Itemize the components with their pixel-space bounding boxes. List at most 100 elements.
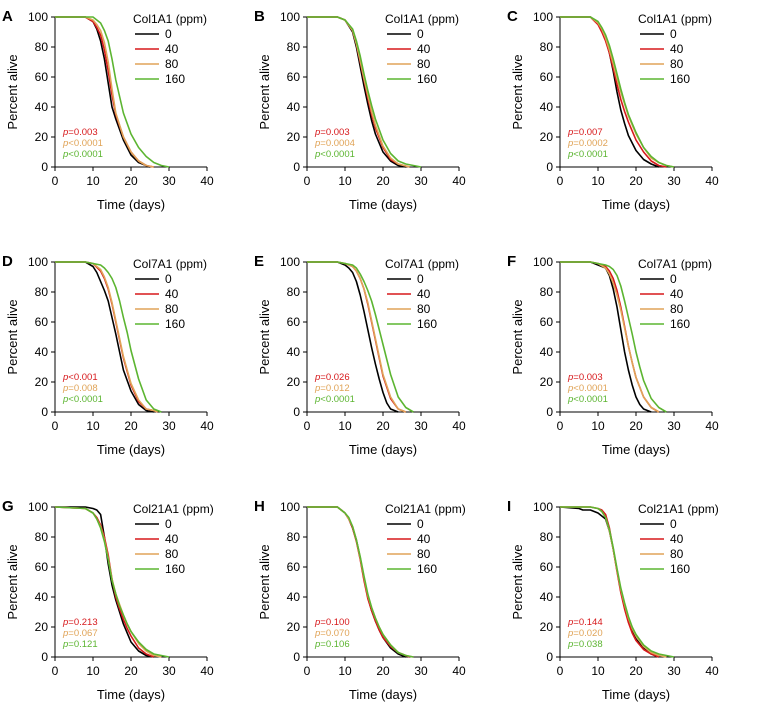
panel-i: I 0 20 40 60 80 100 0 10 20 30 40 Time (days) Percent… <box>507 498 719 702</box>
p-value-40: p=0.003 <box>567 372 603 383</box>
legend-label-160: 160 <box>165 562 185 576</box>
series-line-0 <box>55 261 154 413</box>
y-tick-label: 20 <box>35 375 49 389</box>
x-tick-label: 30 <box>414 174 428 188</box>
legend-title: Col7A1 (ppm) <box>385 257 459 271</box>
y-axis-label: Percent alive <box>5 299 20 374</box>
p-value-160: p<0.0001 <box>62 394 103 405</box>
legend-label-40: 40 <box>670 287 684 301</box>
x-tick-label: 20 <box>124 174 138 188</box>
series-line-40 <box>560 16 667 168</box>
x-tick-label: 0 <box>52 174 59 188</box>
y-tick-label: 0 <box>546 405 553 419</box>
x-tick-label: 10 <box>591 174 605 188</box>
p-value-80: p<0.0001 <box>567 383 608 394</box>
y-axis-label: Percent alive <box>510 54 525 129</box>
legend-label-80: 80 <box>165 547 179 561</box>
y-tick-label: 100 <box>280 10 300 24</box>
x-tick-label: 10 <box>86 419 100 433</box>
y-axis-label: Percent alive <box>257 544 272 619</box>
series-line-160 <box>560 506 675 658</box>
series-line-160 <box>307 506 414 658</box>
series-line-0 <box>560 261 652 413</box>
x-tick-label: 30 <box>667 419 681 433</box>
legend-label-40: 40 <box>165 42 179 56</box>
y-tick-label: 20 <box>287 620 301 634</box>
y-tick-label: 80 <box>287 40 301 54</box>
panel-d: D 0 20 40 60 80 100 0 10 20 30 40 Time (days) Percent… <box>2 253 214 457</box>
y-tick-label: 20 <box>287 130 301 144</box>
p-value-80: p<0.0001 <box>62 138 103 149</box>
legend-label-80: 80 <box>670 302 684 316</box>
y-tick-label: 40 <box>540 100 554 114</box>
y-tick-label: 0 <box>293 650 300 664</box>
x-tick-label: 10 <box>338 419 352 433</box>
p-value-80: p=0.0002 <box>567 138 608 149</box>
y-tick-label: 60 <box>35 315 49 329</box>
x-tick-label: 30 <box>414 419 428 433</box>
y-tick-label: 40 <box>35 100 49 114</box>
series-line-160 <box>55 16 170 168</box>
p-value-80: p=0.067 <box>62 628 98 639</box>
y-tick-label: 60 <box>287 70 301 84</box>
x-axis-label: Time (days) <box>602 442 670 457</box>
x-tick-label: 20 <box>376 419 390 433</box>
y-tick-label: 40 <box>287 100 301 114</box>
y-tick-label: 40 <box>35 590 49 604</box>
x-tick-label: 10 <box>591 419 605 433</box>
x-axis-label: Time (days) <box>349 197 417 212</box>
legend-title: Col7A1 (ppm) <box>638 257 712 271</box>
p-value-40: p=0.003 <box>314 127 350 138</box>
x-tick-label: 20 <box>124 419 138 433</box>
legend-label-40: 40 <box>670 532 684 546</box>
x-tick-label: 0 <box>304 174 311 188</box>
y-tick-label: 40 <box>35 345 49 359</box>
legend-label-0: 0 <box>165 272 172 286</box>
panel-label: H <box>254 498 265 515</box>
y-tick-label: 0 <box>293 160 300 174</box>
y-tick-label: 40 <box>540 590 554 604</box>
series-line-0 <box>55 506 154 658</box>
panel-label: E <box>254 253 264 270</box>
series-line-160 <box>307 261 414 413</box>
x-tick-label: 0 <box>52 419 59 433</box>
legend-label-0: 0 <box>417 27 424 41</box>
x-axis-label: Time (days) <box>602 687 670 702</box>
p-value-160: p<0.0001 <box>62 149 103 160</box>
p-value-160: p=0.121 <box>62 639 98 650</box>
y-tick-label: 80 <box>287 530 301 544</box>
y-tick-label: 60 <box>540 315 554 329</box>
panel-label: D <box>2 253 13 270</box>
p-value-80: p=0.0004 <box>314 138 355 149</box>
x-tick-label: 40 <box>705 174 719 188</box>
p-value-160: p<0.0001 <box>567 149 608 160</box>
y-tick-label: 80 <box>35 285 49 299</box>
y-tick-label: 0 <box>546 160 553 174</box>
x-tick-label: 0 <box>52 664 59 678</box>
y-tick-label: 100 <box>28 10 48 24</box>
x-tick-label: 40 <box>200 174 214 188</box>
x-tick-label: 10 <box>338 664 352 678</box>
legend-label-40: 40 <box>165 287 179 301</box>
p-value-40: p=0.213 <box>62 617 98 628</box>
series-line-160 <box>307 16 422 168</box>
y-tick-label: 100 <box>280 255 300 269</box>
y-tick-label: 100 <box>28 255 48 269</box>
x-tick-label: 40 <box>452 419 466 433</box>
x-tick-label: 20 <box>629 174 643 188</box>
legend-label-0: 0 <box>165 27 172 41</box>
x-tick-label: 40 <box>452 174 466 188</box>
x-tick-label: 20 <box>124 664 138 678</box>
x-tick-label: 0 <box>304 664 311 678</box>
p-value-80: p=0.020 <box>567 628 603 639</box>
legend-label-0: 0 <box>165 517 172 531</box>
p-value-80: p=0.070 <box>314 628 350 639</box>
y-tick-label: 60 <box>540 70 554 84</box>
p-value-40: p=0.003 <box>62 127 98 138</box>
x-tick-label: 0 <box>557 174 564 188</box>
panel-label: I <box>507 498 511 515</box>
y-tick-label: 0 <box>41 405 48 419</box>
y-tick-label: 100 <box>533 10 553 24</box>
panel-e: E 0 20 40 60 80 100 0 10 20 30 40 Time (days) Percent… <box>254 253 466 457</box>
